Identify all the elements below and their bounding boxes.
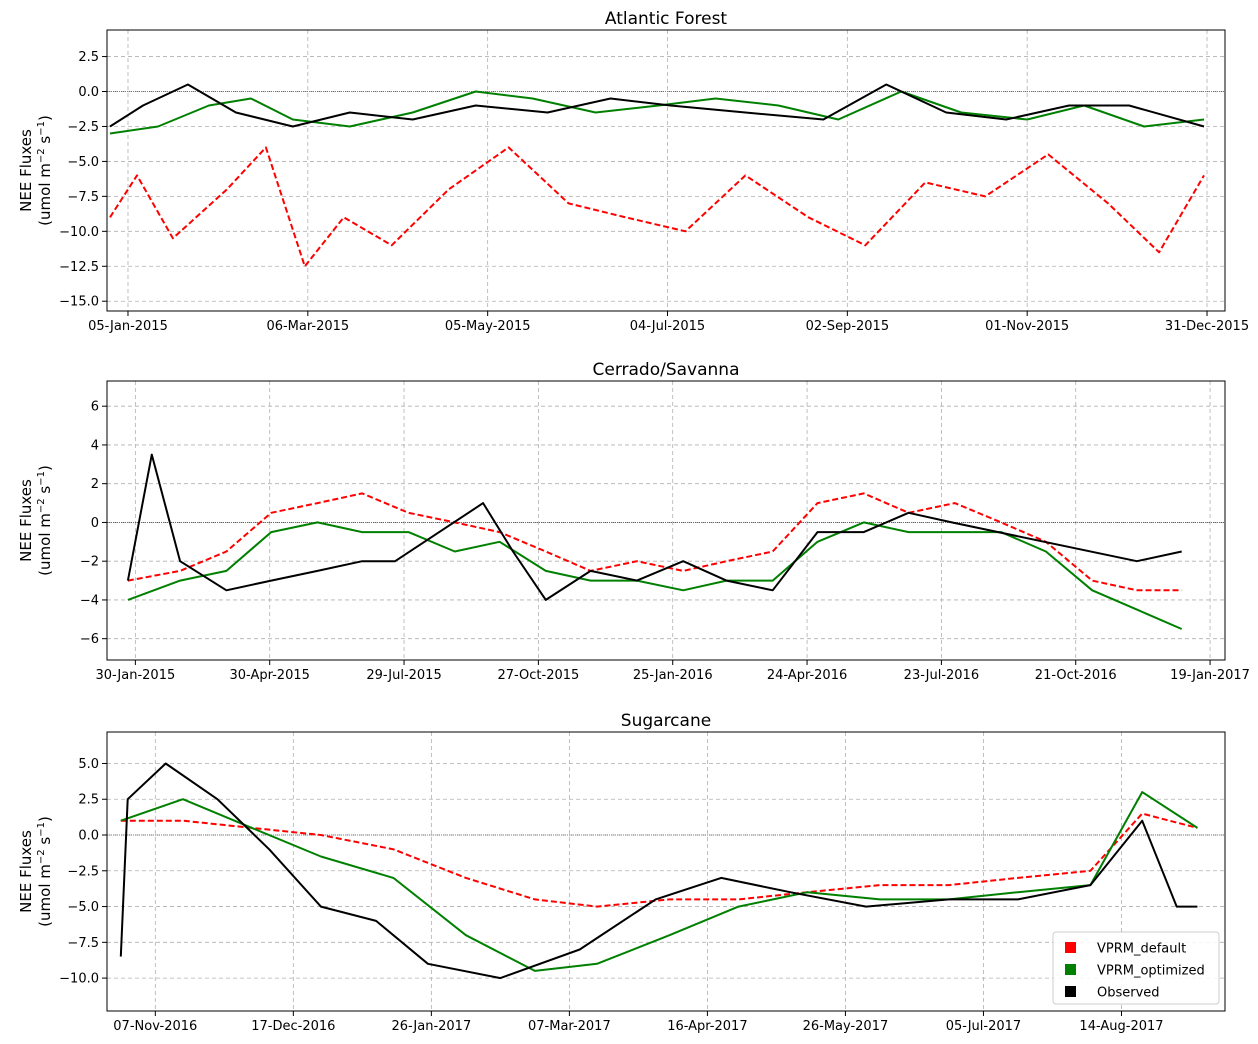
legend-box [1052, 931, 1220, 1005]
y-tick-label: 0.0 [78, 85, 99, 100]
x-tick-label: 04-Jul-2015 [630, 319, 705, 334]
x-tick-label: 26-May-2017 [803, 1019, 889, 1034]
y-tick-label: −15.0 [59, 295, 99, 310]
y-tick-label: −7.5 [67, 936, 99, 951]
series-observed [109, 83, 1205, 128]
series-lines [119, 762, 1198, 980]
panel-title: Atlantic Forest [605, 9, 728, 29]
x-tick-label: 14-Aug-2017 [1079, 1019, 1163, 1034]
x-tick-label: 25-Jan-2016 [633, 668, 713, 683]
y-tick-label: −2.5 [67, 864, 99, 879]
x-tick-label: 19-Jan-2017 [1170, 668, 1250, 683]
y-tick-label: −5.0 [67, 155, 99, 170]
y-tick-label: −6 [80, 632, 99, 647]
x-tick-label: 07-Mar-2017 [528, 1019, 611, 1034]
y-tick-label: 2.5 [78, 50, 99, 65]
legend: VPRM_default VPRM_optimized Observed [1052, 931, 1220, 1005]
x-tick-label: 01-Nov-2015 [985, 319, 1069, 334]
y-tick-label: 0.0 [78, 829, 99, 844]
x-tick-label: 31-Dec-2015 [1165, 319, 1249, 334]
x-tick-label: 16-Apr-2017 [667, 1019, 747, 1034]
legend-swatch [1065, 986, 1076, 997]
y-axis-label: NEE Fluxes(umol m−2 s−1) [17, 816, 54, 927]
series-vprm-optimized [109, 90, 1205, 135]
y-tick-label: 6 [91, 400, 99, 415]
x-tick-label: 30-Jan-2015 [95, 668, 175, 683]
grid [107, 30, 1225, 311]
axes-frame [106, 380, 1226, 661]
x-tick-label: 21-Oct-2016 [1035, 668, 1117, 683]
series-vprm-default [109, 146, 1205, 268]
legend-label: VPRM_optimized [1097, 964, 1205, 979]
x-tick-label: 26-Jan-2017 [391, 1019, 471, 1034]
panel-sugarcane: 07-Nov-2016 17-Dec-2016 26-Jan-2017 07-Mar-… [17, 711, 1226, 1034]
y-tick-label: −7.5 [67, 190, 99, 205]
y-tick-label: −4 [80, 593, 99, 608]
series-vprm-default [127, 492, 1182, 592]
axes-frame [106, 29, 1226, 312]
legend-label: VPRM_default [1097, 942, 1186, 957]
x-tick-label: 27-Oct-2015 [497, 668, 579, 683]
y-tick-label: −12.5 [59, 260, 99, 275]
series-vprm-optimized [127, 521, 1183, 630]
y-tick-label: −10.0 [59, 972, 99, 987]
series-lines [109, 83, 1205, 268]
y-tick-label: −5.0 [67, 900, 99, 915]
y-tick-label: 4 [91, 438, 99, 453]
y-tick-label: −10.0 [59, 225, 99, 240]
x-tick-label: 30-Apr-2015 [230, 668, 310, 683]
y-axis-label: NEE Fluxes(umol m−2 s−1) [17, 115, 54, 226]
grid [107, 381, 1225, 660]
axes-frame [106, 731, 1226, 1012]
series-lines [126, 453, 1183, 630]
legend-swatch [1065, 942, 1076, 953]
y-tick-label: −2 [80, 555, 99, 570]
y-tick-label: 0 [91, 516, 99, 531]
y-tick-label: 2 [91, 477, 99, 492]
x-tick-label: 29-Jul-2015 [366, 668, 441, 683]
y-tick-label: 2.5 [78, 793, 99, 808]
x-tick-label: 05-May-2015 [445, 319, 531, 334]
panel-title: Cerrado/Savanna [593, 360, 740, 380]
x-tick-label: 05-Jan-2015 [88, 319, 168, 334]
y-tick-label: 5.0 [78, 757, 99, 772]
x-tick-label: 17-Dec-2016 [251, 1019, 335, 1034]
series-observed [126, 453, 1182, 601]
x-tick-label: 07-Nov-2016 [113, 1019, 197, 1034]
panel-title: Sugarcane [621, 711, 711, 731]
panel-cerrado-savanna: 30-Jan-2015 30-Apr-2015 29-Jul-2015 27-Oct-… [17, 360, 1250, 683]
x-tick-label: 02-Sep-2015 [806, 319, 890, 334]
y-tick-label: −2.5 [67, 120, 99, 135]
x-tick-label: 05-Jul-2017 [946, 1019, 1021, 1034]
panel-atlantic-forest: 05-Jan-2015 06-Mar-2015 05-May-2015 04-Jul-… [17, 9, 1249, 334]
series-vprm-default [120, 812, 1198, 908]
x-tick-label: 06-Mar-2015 [266, 319, 349, 334]
x-tick-label: 24-Apr-2016 [767, 668, 847, 683]
series-vprm-optimized [120, 791, 1198, 972]
y-axis-label: NEE Fluxes(umol m−2 s−1) [17, 465, 54, 576]
legend-swatch [1065, 964, 1076, 975]
x-tick-label: 23-Jul-2016 [904, 668, 979, 683]
series-observed [119, 762, 1198, 980]
legend-label: Observed [1097, 986, 1160, 1001]
